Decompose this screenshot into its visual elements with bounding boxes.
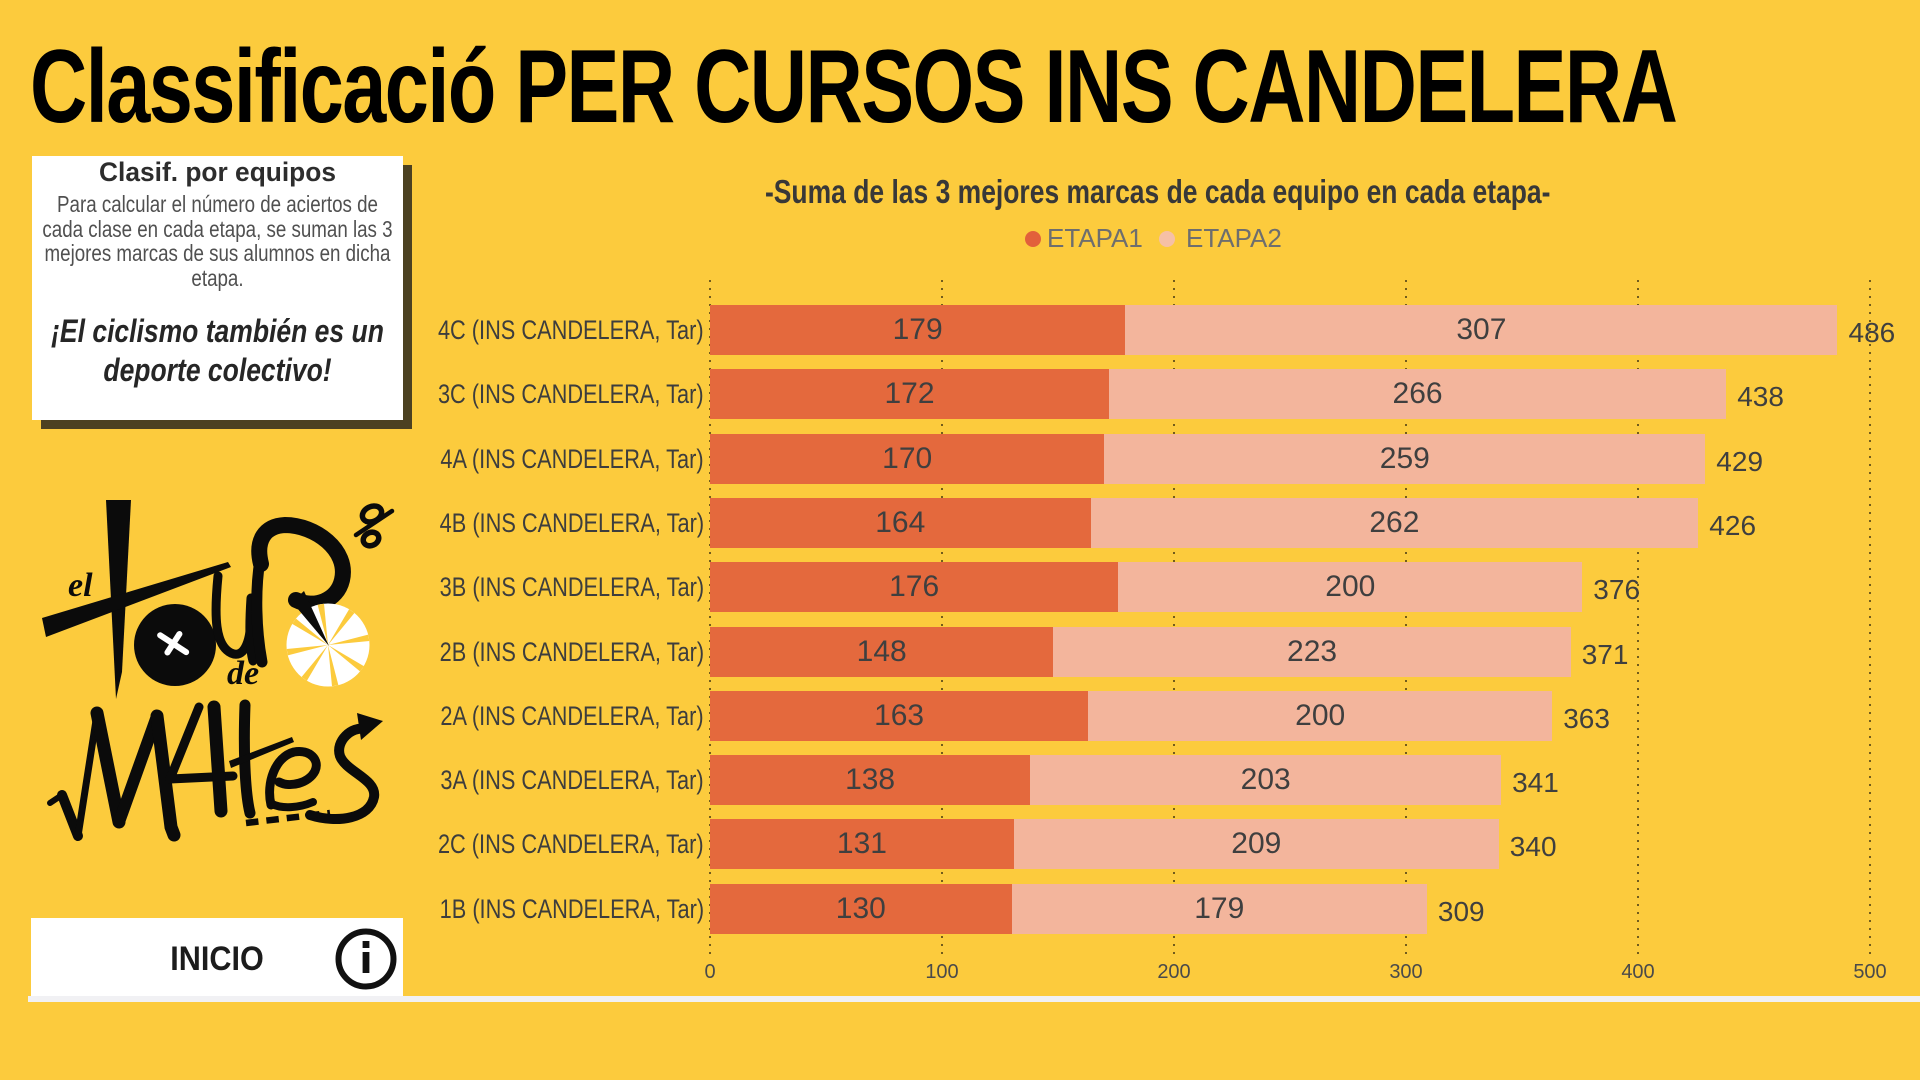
- svg-text:el: el: [68, 567, 93, 604]
- svg-text:de: de: [227, 655, 259, 692]
